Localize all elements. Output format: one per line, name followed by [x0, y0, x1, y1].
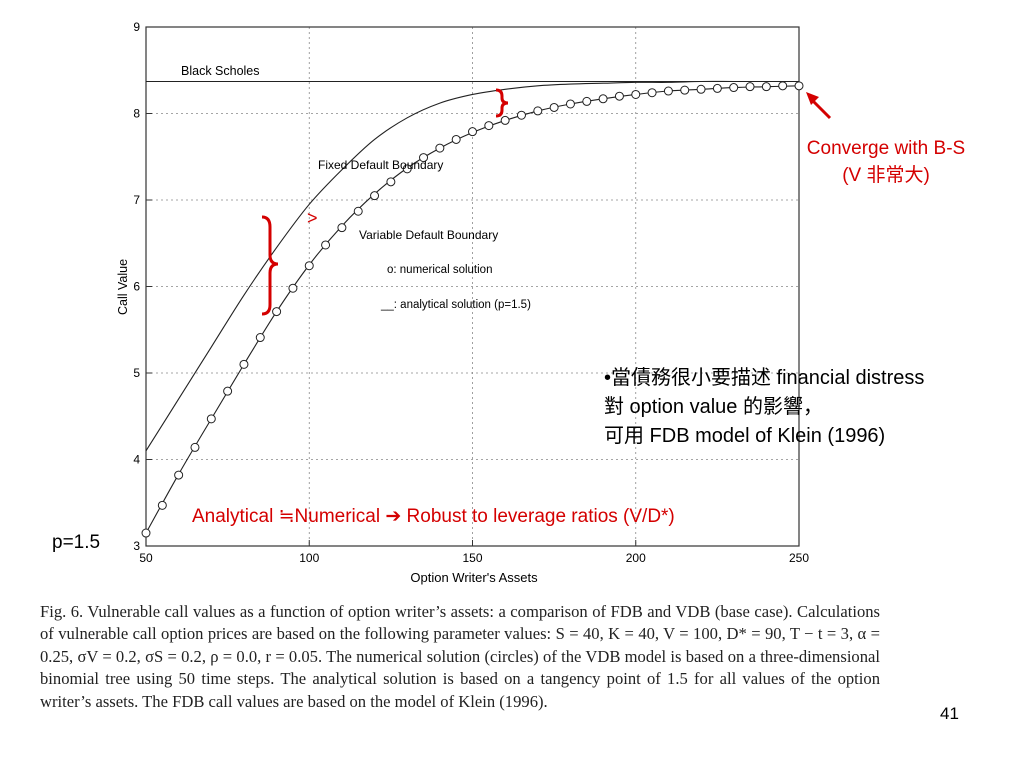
numerical-point [370, 191, 380, 201]
numerical-point [549, 102, 559, 112]
converge-note-line1: Converge with B-S [806, 138, 966, 159]
numerical-point [451, 134, 461, 144]
x-tick-label: 50 [139, 551, 153, 565]
numerical-point [419, 153, 429, 163]
numerical-point [190, 442, 200, 452]
analytical-legend: __: analytical solution (p=1.5) [380, 299, 531, 311]
numerical-point [402, 164, 412, 174]
y-tick-label: 9 [133, 20, 140, 34]
y-axis-title: Call Value [116, 259, 130, 315]
x-tick-label: 200 [626, 551, 646, 565]
numerical-point [157, 500, 167, 510]
numerical-point [631, 89, 641, 99]
y-tick-label: 8 [133, 107, 140, 121]
y-tick-label: 3 [133, 539, 140, 553]
numerical-point [304, 261, 314, 271]
numerical-point [500, 115, 510, 125]
x-tick-label: 100 [299, 551, 319, 565]
numerical-point [255, 333, 265, 343]
converge-note-line2: (V 非常大) [842, 165, 930, 186]
numerical-point [337, 223, 347, 233]
numerical-point [647, 88, 657, 98]
page-number: 41 [940, 704, 959, 723]
x-tick-label: 250 [789, 551, 809, 565]
numerical-legend: o: numerical solution [387, 264, 492, 276]
numerical-point [761, 82, 771, 92]
numerical-point [794, 81, 804, 91]
numerical-point [321, 240, 331, 250]
numerical-point [663, 86, 673, 96]
top-brace [495, 88, 509, 118]
numerical-point [435, 143, 445, 153]
black-scholes-label: Black Scholes [181, 64, 260, 78]
bullet-note: •當債務很小要描述 financial distress 對 option va… [604, 364, 924, 451]
bullet-line-3: 可用 FDB model of Klein (1996) [604, 425, 886, 447]
x-tick-label: 150 [462, 551, 482, 565]
vdb-label: Variable Default Boundary [359, 228, 498, 242]
y-tick-label: 7 [133, 193, 140, 207]
p-label: p=1.5 [52, 532, 101, 553]
numerical-point [386, 177, 396, 187]
numerical-point [533, 106, 543, 116]
numerical-point [141, 528, 151, 538]
numerical-point [778, 81, 788, 91]
y-tick-label: 6 [133, 280, 140, 294]
fdb-label: Fixed Default Boundary [318, 158, 443, 172]
numerical-point [468, 127, 477, 137]
bullet-line-1: •當債務很小要描述 financial distress [604, 367, 925, 389]
bullet-line-2: 對 option value 的影響， [604, 396, 823, 418]
numerical-point [174, 470, 184, 480]
converge-note: Converge with B-S (V 非常大) [780, 135, 992, 189]
numerical-point [565, 99, 575, 109]
y-tick-label: 4 [133, 453, 140, 467]
numerical-point [614, 91, 624, 101]
numerical-point [353, 206, 363, 216]
numerical-point [288, 283, 298, 293]
numerical-point [484, 121, 494, 131]
figure-caption: Fig. 6. Vulnerable call values as a func… [40, 602, 880, 711]
series-line-fixed-default-boundary [145, 80, 799, 452]
numerical-point [239, 359, 249, 369]
numerical-point [516, 110, 526, 120]
grid [146, 27, 799, 546]
numerical-point [696, 84, 706, 94]
numerical-point [745, 82, 755, 92]
numerical-point [680, 85, 690, 95]
x-axis-title: Option Writer's Assets [410, 570, 538, 585]
numerical-point [598, 94, 608, 104]
converge-arrow [806, 92, 832, 120]
numerical-point [272, 307, 282, 317]
left-brace [261, 215, 279, 316]
numerical-point [712, 83, 722, 93]
numerical-point [582, 96, 592, 106]
chart: 50 100 150 200 250 3 4 5 6 7 8 9 Black Scholes Fixe… [116, 20, 832, 585]
y-tick-label: 5 [133, 366, 140, 380]
greater-than-sign: > [307, 208, 318, 228]
analytical-note: Analytical ≒Numerical ➔ Robust to levera… [192, 506, 675, 527]
numerical-point [729, 83, 739, 93]
numerical-point [223, 386, 233, 396]
numerical-point [206, 414, 216, 424]
